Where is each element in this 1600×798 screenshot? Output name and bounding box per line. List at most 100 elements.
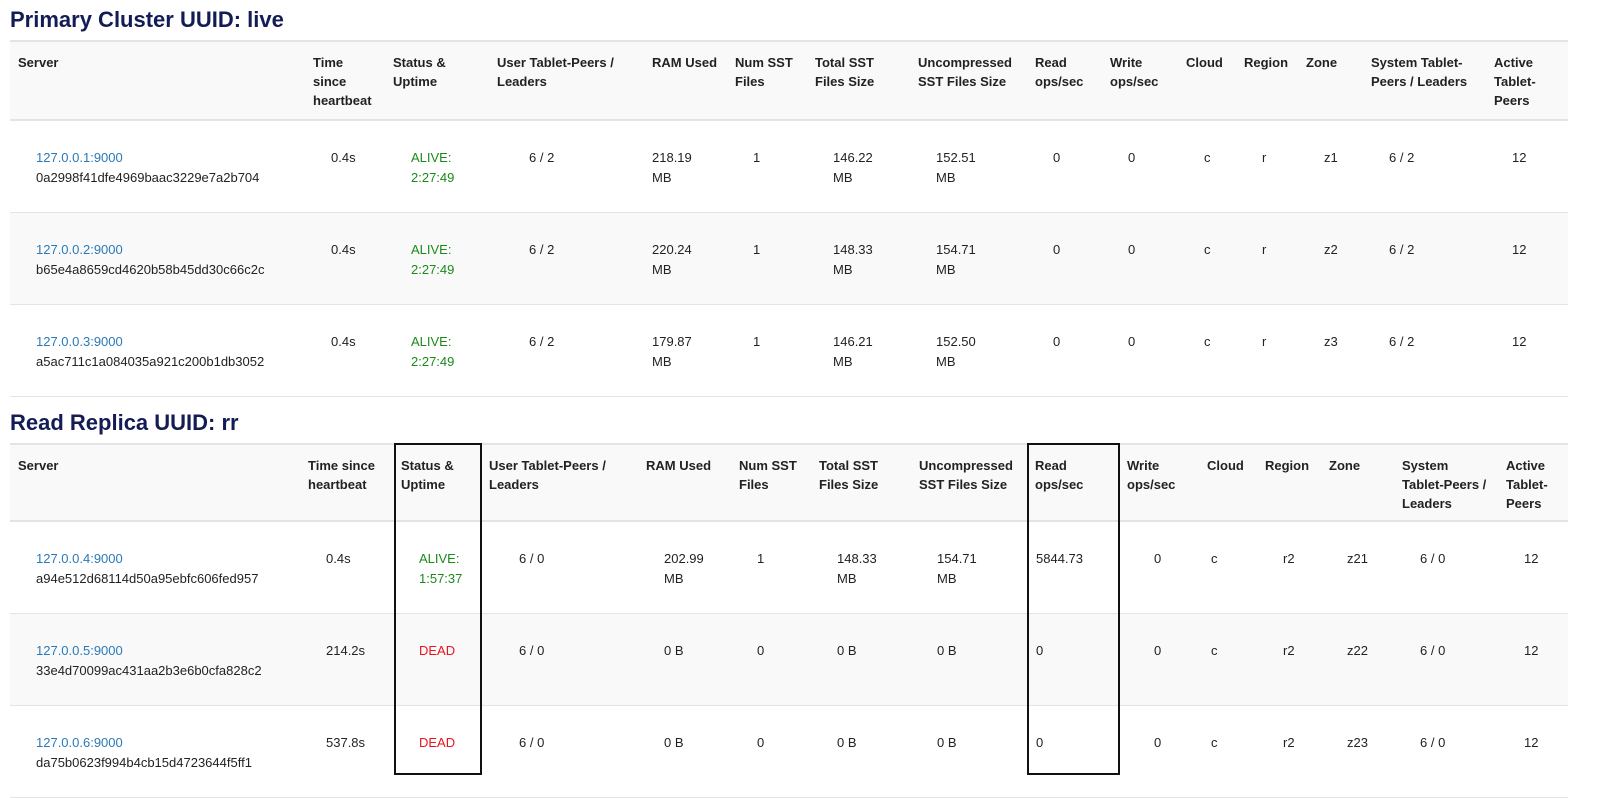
total-sst-value: 148.33 MB xyxy=(837,551,877,586)
system-tablets-value: 6 / 2 xyxy=(1389,150,1415,165)
user-tablets-cell: 6 / 0 xyxy=(481,705,638,798)
heartbeat-cell: 537.8s xyxy=(300,705,393,798)
region-value: r2 xyxy=(1283,643,1295,658)
zone-value: z3 xyxy=(1324,334,1338,349)
server-link[interactable]: 127.0.0.1:9000 xyxy=(36,150,123,165)
system-tablets-cell: 6 / 2 xyxy=(1363,120,1486,213)
cloud-value: c xyxy=(1211,551,1218,566)
server-link[interactable]: 127.0.0.5:9000 xyxy=(36,643,123,658)
uncompressed-sst-cell: 0 B xyxy=(911,613,1027,706)
server-cell: 127.0.0.4:9000 a94e512d68114d50a95ebfc606… xyxy=(10,521,300,614)
cloud-cell: c xyxy=(1178,304,1236,397)
uncompressed-sst-cell: 154.71 MB xyxy=(910,212,1027,305)
active-tablets-cell: 12 xyxy=(1498,521,1568,614)
server-uuid: 33e4d70099ac431aa2b3e6b0cfa828c2 xyxy=(36,663,262,678)
total-sst-cell: 148.33 MB xyxy=(811,521,911,614)
read-ops-value: 0 xyxy=(1053,150,1061,165)
column-header: Write ops/sec xyxy=(1119,443,1199,522)
cloud-cell: c xyxy=(1178,120,1236,213)
server-link[interactable]: 127.0.0.6:9000 xyxy=(36,735,123,750)
column-header: Write ops/sec xyxy=(1102,40,1178,121)
server-link[interactable]: 127.0.0.2:9000 xyxy=(36,242,123,257)
uncompressed-sst-value: 154.71 MB xyxy=(937,551,977,586)
zone-value: z22 xyxy=(1347,643,1368,658)
status-cell: DEAD xyxy=(393,613,481,706)
num-sst-cell: 1 xyxy=(727,120,807,213)
active-tablets-cell: 12 xyxy=(1498,613,1568,706)
zone-value: z1 xyxy=(1324,150,1338,165)
uncompressed-sst-value: 152.50 MB xyxy=(936,334,976,369)
column-header: Uncompressed SST Files Size xyxy=(911,443,1027,522)
read-replica-table: Server Time since heartbeat Status & Uptim… xyxy=(10,443,1568,798)
table-row: 127.0.0.1:9000 0a2998f41dfe4969baac3229e7… xyxy=(10,120,1568,213)
uncompressed-sst-cell: 0 B xyxy=(911,705,1027,798)
column-header: Uncompressed SST Files Size xyxy=(910,40,1027,121)
ram-used-value: 202.99 MB xyxy=(664,551,704,586)
system-tablets-cell: 6 / 2 xyxy=(1363,304,1486,397)
column-header: Server xyxy=(10,40,305,121)
heartbeat-value: 0.4s xyxy=(331,242,356,257)
region-value: r2 xyxy=(1283,735,1295,750)
cloud-value: c xyxy=(1211,643,1218,658)
status-label: ALIVE: xyxy=(411,150,452,165)
column-header: Status & Uptime xyxy=(385,40,489,121)
user-tablets-value: 6 / 2 xyxy=(529,150,555,165)
column-header: User Tablet-Peers / Leaders xyxy=(481,443,638,522)
write-ops-value: 0 xyxy=(1128,150,1136,165)
total-sst-value: 146.21 MB xyxy=(833,334,873,369)
column-header: Active Tablet-Peers xyxy=(1486,40,1568,121)
ram-used-value: 220.24 MB xyxy=(652,242,692,277)
cloud-value: c xyxy=(1211,735,1218,750)
column-header: Total SST Files Size xyxy=(811,443,911,522)
write-ops-cell: 0 xyxy=(1119,613,1199,706)
num-sst-cell: 1 xyxy=(727,304,807,397)
num-sst-value: 0 xyxy=(757,643,765,658)
num-sst-value: 1 xyxy=(753,150,761,165)
server-cell: 127.0.0.5:9000 33e4d70099ac431aa2b3e6b0cf… xyxy=(10,613,300,706)
zone-value: z2 xyxy=(1324,242,1338,257)
column-header: Zone xyxy=(1321,443,1394,522)
total-sst-value: 146.22 MB xyxy=(833,150,873,185)
server-link[interactable]: 127.0.0.3:9000 xyxy=(36,334,123,349)
zone-value: z21 xyxy=(1347,551,1368,566)
status-label: DEAD xyxy=(419,643,456,658)
column-header: Cloud xyxy=(1178,40,1236,121)
server-cell: 127.0.0.2:9000 b65e4a8659cd4620b58b45dd30… xyxy=(10,212,305,305)
server-uuid: b65e4a8659cd4620b58b45dd30c66c2c xyxy=(36,262,265,277)
total-sst-cell: 146.22 MB xyxy=(807,120,910,213)
write-ops-cell: 0 xyxy=(1102,304,1178,397)
uncompressed-sst-cell: 152.51 MB xyxy=(910,120,1027,213)
heartbeat-value: 0.4s xyxy=(326,551,351,566)
uptime-value: 2:27:49 xyxy=(411,170,455,185)
system-tablets-cell: 6 / 0 xyxy=(1394,521,1498,614)
read-ops-value: 0 xyxy=(1053,242,1061,257)
server-uuid: a5ac711c1a084035a921c200b1db3052 xyxy=(36,354,265,369)
region-value: r xyxy=(1262,334,1267,349)
ram-used-cell: 218.19 MB xyxy=(644,120,727,213)
heartbeat-value: 0.4s xyxy=(331,334,356,349)
num-sst-value: 1 xyxy=(753,242,761,257)
active-tablets-cell: 12 xyxy=(1486,212,1568,305)
user-tablets-cell: 6 / 2 xyxy=(489,212,644,305)
column-header: Cloud xyxy=(1199,443,1257,522)
status-cell: ALIVE: 1:57:37 xyxy=(393,521,481,614)
column-header: Num SST Files xyxy=(727,40,807,121)
table-row: 127.0.0.2:9000 b65e4a8659cd4620b58b45dd30… xyxy=(10,212,1568,305)
ram-used-value: 0 B xyxy=(664,643,684,658)
column-header: System Tablet-Peers / Leaders xyxy=(1363,40,1486,121)
server-link[interactable]: 127.0.0.4:9000 xyxy=(36,551,123,566)
heartbeat-value: 537.8s xyxy=(326,735,366,750)
ram-used-value: 0 B xyxy=(664,735,684,750)
region-cell: r2 xyxy=(1257,613,1321,706)
heartbeat-cell: 0.4s xyxy=(305,304,385,397)
server-uuid: a94e512d68114d50a95ebfc606fed957 xyxy=(36,571,259,586)
user-tablets-value: 6 / 2 xyxy=(529,242,555,257)
active-tablets-cell: 12 xyxy=(1486,120,1568,213)
server-cell: 127.0.0.6:9000 da75b0623f994b4cb15d472364… xyxy=(10,705,300,798)
ram-used-cell: 0 B xyxy=(638,613,731,706)
server-uuid: da75b0623f994b4cb15d4723644f5ff1 xyxy=(36,755,252,770)
total-sst-value: 0 B xyxy=(837,735,857,750)
column-header: Num SST Files xyxy=(731,443,811,522)
cloud-cell: c xyxy=(1199,613,1257,706)
table-row: 127.0.0.6:9000 da75b0623f994b4cb15d472364… xyxy=(10,705,1568,798)
